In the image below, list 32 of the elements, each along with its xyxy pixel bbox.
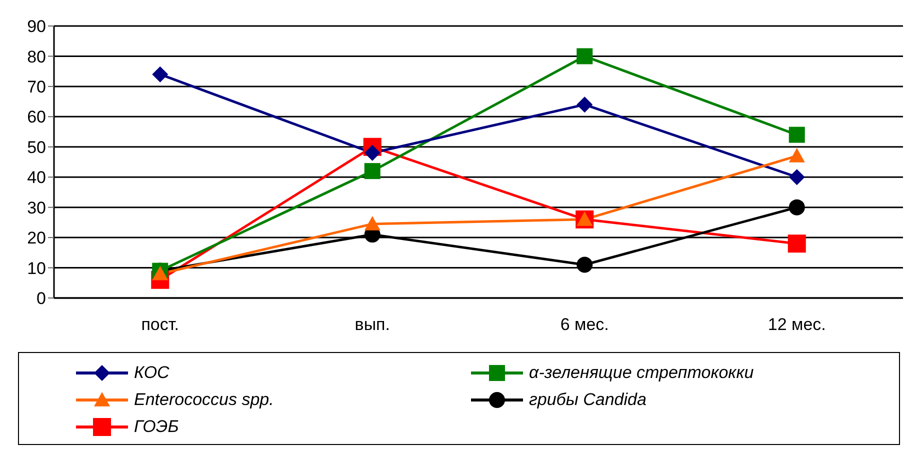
y-tick-label: 50 — [27, 138, 46, 157]
legend-label: α-зеленящие стрептококки — [529, 362, 754, 382]
y-tick-label: 20 — [27, 228, 46, 248]
point — [364, 144, 380, 161]
y-tick-label: 10 — [27, 258, 46, 278]
point — [152, 266, 168, 280]
legend-label: Enterococcus spp. — [134, 390, 274, 410]
y-tick-label: 0 — [36, 289, 46, 308]
y-tick-label: 40 — [27, 168, 46, 188]
point — [576, 48, 593, 64]
x-tick-label: вып. — [354, 315, 390, 334]
legend-label: ГОЭБ — [134, 416, 179, 436]
x-tick-label: 12 мес. — [768, 315, 826, 334]
point — [576, 256, 593, 273]
point — [788, 234, 806, 253]
point — [788, 148, 805, 162]
point — [576, 96, 593, 113]
y-tick-label: 80 — [27, 47, 46, 66]
point — [788, 169, 805, 186]
x-tick-label: 6 мес. — [560, 315, 609, 334]
y-tick-label: 30 — [27, 198, 46, 218]
y-tick-label: 70 — [27, 77, 46, 96]
legend-label: грибы Candida — [529, 390, 646, 410]
y-tick-label: 60 — [27, 108, 46, 127]
point — [364, 163, 380, 180]
y-tick-label: 90 — [27, 17, 46, 36]
point — [788, 199, 805, 216]
legend-label: КОС — [134, 362, 170, 382]
point — [152, 66, 168, 82]
point — [364, 216, 380, 230]
point — [788, 126, 805, 143]
x-tick-label: пост. — [141, 315, 180, 334]
